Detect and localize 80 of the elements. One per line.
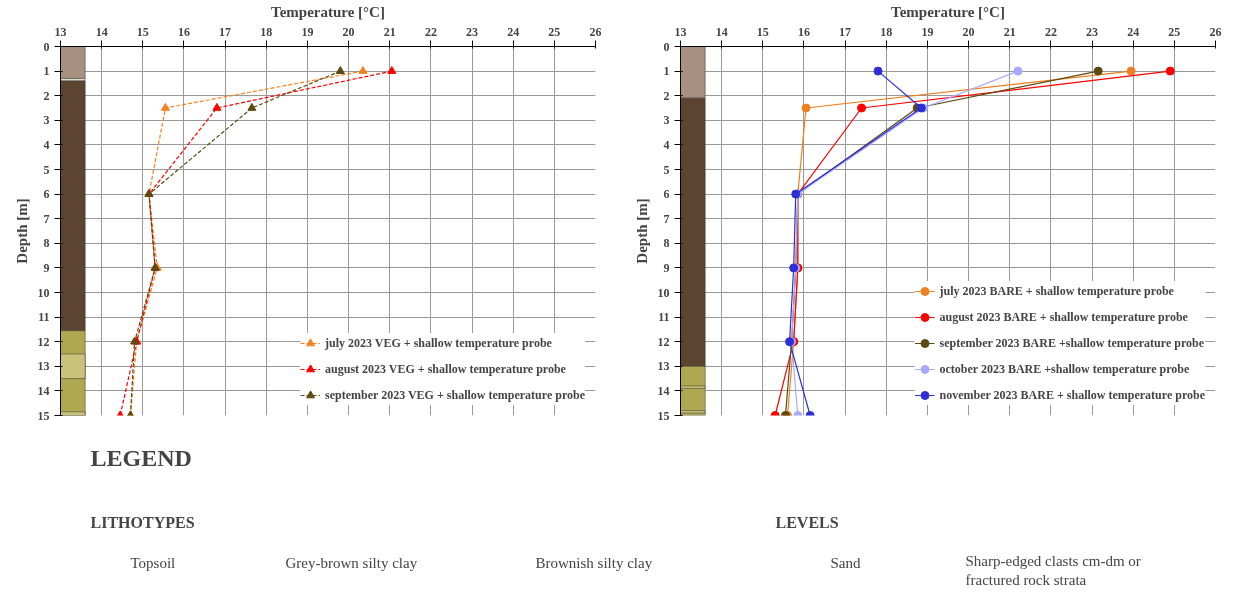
- legend-label: october 2023 BARE +shallow temperature probe: [939, 361, 1190, 377]
- text: Grey-brown silty clay: [285, 554, 418, 571]
- y-tick-label: 9: [663, 260, 670, 275]
- y-tick-label: 6: [663, 187, 670, 202]
- y-tick-label: 7: [43, 211, 50, 226]
- y-tick-label: 9: [43, 260, 50, 275]
- text: LEVELS: [775, 513, 839, 531]
- x-tick-label: 15: [136, 24, 149, 39]
- legend-label: august 2023 VEG + shallow temperature probe: [325, 361, 566, 377]
- x-tick-label: 19: [921, 24, 934, 39]
- x-axis-title: Temperature [°C]: [271, 3, 385, 20]
- x-tick-label: 14: [95, 24, 108, 39]
- x-tick-label: 20: [962, 24, 975, 39]
- legend-label: september 2023 VEG + shallow temperature probe: [325, 387, 585, 403]
- legend-label: september 2023 BARE +shallow temperature probe: [939, 335, 1204, 351]
- x-tick-label: 26: [589, 24, 602, 39]
- x-tick-label: 22: [424, 24, 437, 39]
- y-tick-label: 2: [43, 88, 50, 103]
- legend-label: july 2023 BARE + shallow temperature probe: [939, 283, 1174, 299]
- x-tick-label: 23: [1086, 24, 1099, 39]
- x-tick-label: 17: [839, 24, 852, 39]
- y-tick-label: 4: [43, 137, 50, 152]
- y-tick-label: 0: [43, 39, 50, 54]
- y-tick-label: 10: [657, 285, 670, 300]
- x-tick-label: 19: [301, 24, 314, 39]
- y-tick-label: 1: [43, 64, 50, 79]
- x-tick-label: 17: [219, 24, 232, 39]
- legend-label: august 2023 BARE + shallow temperature probe: [939, 309, 1188, 325]
- x-tick-label: 18: [880, 24, 893, 39]
- y-tick-label: 1: [663, 64, 670, 79]
- y-tick-label: 8: [663, 236, 670, 251]
- text: LITHOTYPES: [90, 513, 195, 531]
- y-tick-label: 14: [657, 383, 670, 398]
- y-tick-label: 5: [663, 162, 670, 177]
- y-tick-label: 4: [663, 137, 670, 152]
- x-tick-label: 22: [1044, 24, 1057, 39]
- y-axis-title: Depth [m]: [13, 198, 30, 264]
- x-tick-label: 24: [507, 24, 520, 39]
- y-tick-label: 15: [657, 408, 670, 423]
- x-tick-label: 25: [1168, 24, 1181, 39]
- y-tick-label: 7: [663, 211, 670, 226]
- y-tick-label: 12: [657, 334, 670, 349]
- text: Topsoil: [130, 554, 176, 571]
- text: Brownish silty clay: [535, 554, 653, 571]
- text: LEGEND: [90, 444, 192, 471]
- x-tick-label: 25: [548, 24, 561, 39]
- y-tick-label: 11: [658, 310, 670, 325]
- x-tick-label: 13: [54, 24, 67, 39]
- legend-label: july 2023 VEG + shallow temperature probe: [325, 335, 552, 351]
- y-tick-label: 3: [43, 113, 50, 128]
- x-tick-label: 18: [260, 24, 273, 39]
- legend-label: november 2023 BARE + shallow temperature probe: [939, 387, 1205, 403]
- x-tick-label: 20: [342, 24, 355, 39]
- x-tick-label: 16: [797, 24, 810, 39]
- text: Sharp-edged clasts cm-dm or fractured rock strata: [965, 553, 1141, 589]
- x-tick-label: 13: [674, 24, 687, 39]
- y-tick-label: 5: [43, 162, 50, 177]
- y-tick-label: 14: [37, 383, 50, 398]
- x-tick-label: 15: [756, 24, 769, 39]
- x-tick-label: 26: [1209, 24, 1222, 39]
- x-tick-label: 23: [466, 24, 479, 39]
- y-tick-label: 0: [663, 39, 670, 54]
- y-tick-label: 11: [38, 310, 50, 325]
- y-tick-label: 2: [663, 88, 670, 103]
- text: Sand: [830, 554, 861, 571]
- x-tick-label: 21: [383, 24, 396, 39]
- y-tick-label: 8: [43, 236, 50, 251]
- y-tick-label: 3: [663, 113, 670, 128]
- x-tick-label: 24: [1127, 24, 1140, 39]
- x-tick-label: 14: [715, 24, 728, 39]
- y-tick-label: 15: [37, 408, 50, 423]
- y-axis-title: Depth [m]: [633, 198, 650, 264]
- y-tick-label: 12: [37, 334, 50, 349]
- y-tick-label: 13: [657, 359, 670, 374]
- x-axis-title: Temperature [°C]: [891, 3, 1005, 20]
- y-tick-label: 10: [37, 285, 50, 300]
- x-tick-label: 16: [177, 24, 190, 39]
- y-tick-label: 6: [43, 187, 50, 202]
- x-tick-label: 21: [1003, 24, 1016, 39]
- y-tick-label: 13: [37, 359, 50, 374]
